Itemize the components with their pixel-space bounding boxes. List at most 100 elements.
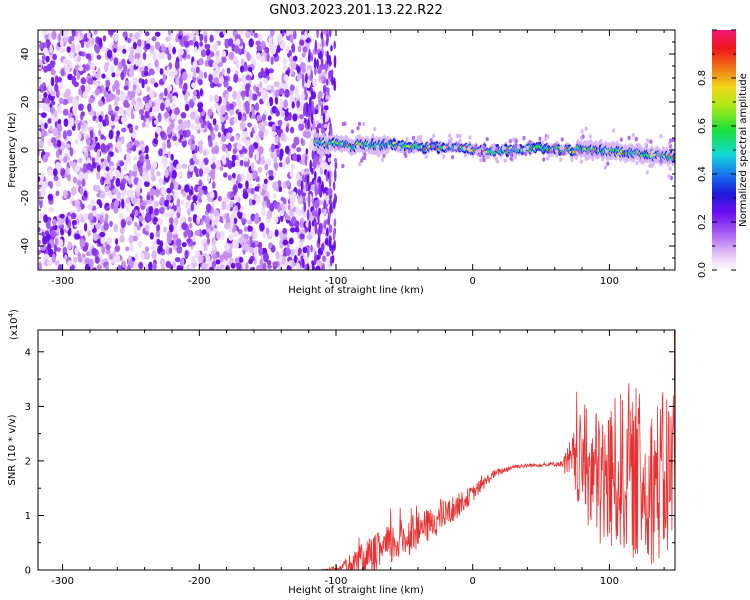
spectrogram-noise-cell (120, 73, 125, 81)
spectrogram-noise-cell (134, 221, 138, 228)
spectrogram-noise-cell (197, 102, 204, 109)
spectrogram-noise-cell (222, 197, 229, 203)
spectrogram-noise-cell (230, 262, 236, 269)
spectrogram-band-halo (403, 151, 407, 156)
spectrogram-noise-cell (273, 81, 280, 88)
spectrogram-noise-cell (223, 76, 229, 82)
spectrogram-noise-cell (173, 69, 178, 76)
spectrogram-noise-cell (330, 45, 333, 52)
spectrogram-noise-cell (153, 262, 157, 270)
spectrogram-noise-cell (93, 184, 97, 192)
spectrogram-noise-cell (145, 121, 149, 129)
spectrogram-noise-cell (247, 225, 253, 232)
spectrogram-noise-cell (222, 50, 227, 58)
spectrogram-noise-cell (187, 229, 192, 239)
spectrogram-noise-cell (165, 260, 172, 269)
spectrogram-noise-cell (308, 53, 311, 63)
spectrogram-noise-cell (214, 145, 219, 155)
spectrogram-band-halo (468, 135, 472, 140)
spectrogram-noise-cell (312, 106, 316, 115)
spectrogram-noise-cell (200, 49, 207, 58)
spectrogram-noise-cell (322, 113, 326, 123)
spectrogram-band-halo (578, 149, 582, 155)
spectrogram-noise-cell (185, 200, 190, 209)
spectrogram-noise-cell (50, 76, 55, 87)
spectrogram-noise-cell (278, 186, 283, 193)
spectrogram-noise-cell (140, 146, 146, 152)
spectrogram-noise-cell (251, 241, 256, 249)
spectrogram-noise-cell (254, 134, 260, 143)
spectrogram-noise-cell (78, 88, 82, 96)
spectrogram-band-halo (585, 149, 590, 154)
spectrogram-band-halo (431, 144, 435, 149)
spectrogram-noise-cell (292, 152, 297, 162)
spectrogram-noise-cell (220, 105, 226, 115)
spectrogram-noise-cell (146, 215, 152, 223)
spectrogram-noise-cell (268, 174, 274, 181)
spectrogram-noise-cell (246, 173, 253, 182)
spectrogram-noise-cell (262, 262, 267, 270)
spectrogram-noise-cell (100, 134, 105, 140)
spectrogram-noise-cell (240, 218, 247, 224)
spectrogram-noise-cell (319, 166, 323, 176)
spectrogram-noise-cell (268, 96, 274, 107)
spectrogram-noise-cell (91, 267, 97, 270)
spectrogram-noise-cell (232, 184, 238, 194)
spectrogram-noise-cell (253, 84, 257, 92)
spectrogram-noise-cell (215, 265, 222, 270)
spectrogram-band-halo (482, 157, 486, 163)
spectrogram-noise-cell (284, 116, 290, 122)
spectrogram-noise-cell (232, 239, 237, 245)
spectrogram-noise-cell (134, 253, 139, 260)
spectrogram-noise-cell (78, 103, 84, 111)
snr-x-tick: 0 (470, 576, 476, 587)
spectrogram-noise-cell (331, 254, 335, 264)
spectrogram-noise-cell (310, 69, 314, 82)
spectrogram-noise-cell (67, 73, 73, 81)
spectrogram-noise-cell (259, 222, 265, 232)
spectrogram-noise-cell (83, 213, 89, 221)
spectrogram-noise-cell (60, 68, 65, 77)
spectrogram-noise-cell (203, 246, 208, 252)
spectrogram-noise-cell (184, 104, 190, 112)
spectrogram-noise-cell (215, 50, 220, 57)
spectrogram-noise-cell (237, 210, 243, 219)
spectrogram-noise-cell (101, 46, 107, 52)
spectrogram-noise-cell (215, 56, 221, 64)
spectrogram-noise-cell (325, 112, 330, 122)
spectrogram-noise-cell (121, 198, 125, 209)
spectrogram-noise-cell (98, 122, 103, 130)
spectrogram-noise-cell (289, 55, 293, 63)
spectrogram-band-halo (555, 149, 559, 154)
spectrogram-noise-cell (211, 244, 216, 251)
spectrogram-band-halo (362, 155, 367, 160)
spectrogram-noise-cell (52, 231, 57, 238)
spectrogram-noise-cell (262, 229, 266, 239)
spectrogram-noise-cell (114, 34, 118, 43)
spectrogram-noise-cell (269, 75, 274, 80)
spectrogram-noise-cell (224, 242, 230, 251)
spectrogram-band-halo (315, 136, 319, 141)
spectrogram-noise-cell (231, 154, 237, 161)
spectrogram-noise-cell (42, 103, 48, 112)
spectrogram-noise-cell (227, 174, 232, 181)
spectrogram-noise-cell (166, 187, 172, 194)
spectrogram-band-halo (373, 126, 377, 132)
spectrogram-band-halo (327, 157, 331, 163)
spectrogram-noise-cell (38, 140, 44, 149)
spectrogram-noise-cell (38, 78, 41, 84)
spectrogram-noise-cell (291, 216, 297, 225)
spectrogram-noise-cell (300, 169, 305, 174)
spectrogram-noise-cell (318, 90, 323, 98)
spectrogram-noise-cell (176, 245, 183, 254)
spectrogram-noise-cell (165, 212, 171, 218)
spectrogram-noise-cell (267, 115, 272, 121)
spectrogram-noise-cell (149, 232, 154, 240)
spectrogram-noise-cell (266, 52, 270, 62)
spectrogram-noise-cell (94, 44, 101, 54)
spectrogram-noise-cell (221, 202, 227, 210)
spectrogram-noise-cell (229, 221, 234, 230)
spectrogram-band-halo (524, 151, 528, 157)
spectrogram-noise-cell (128, 68, 135, 78)
